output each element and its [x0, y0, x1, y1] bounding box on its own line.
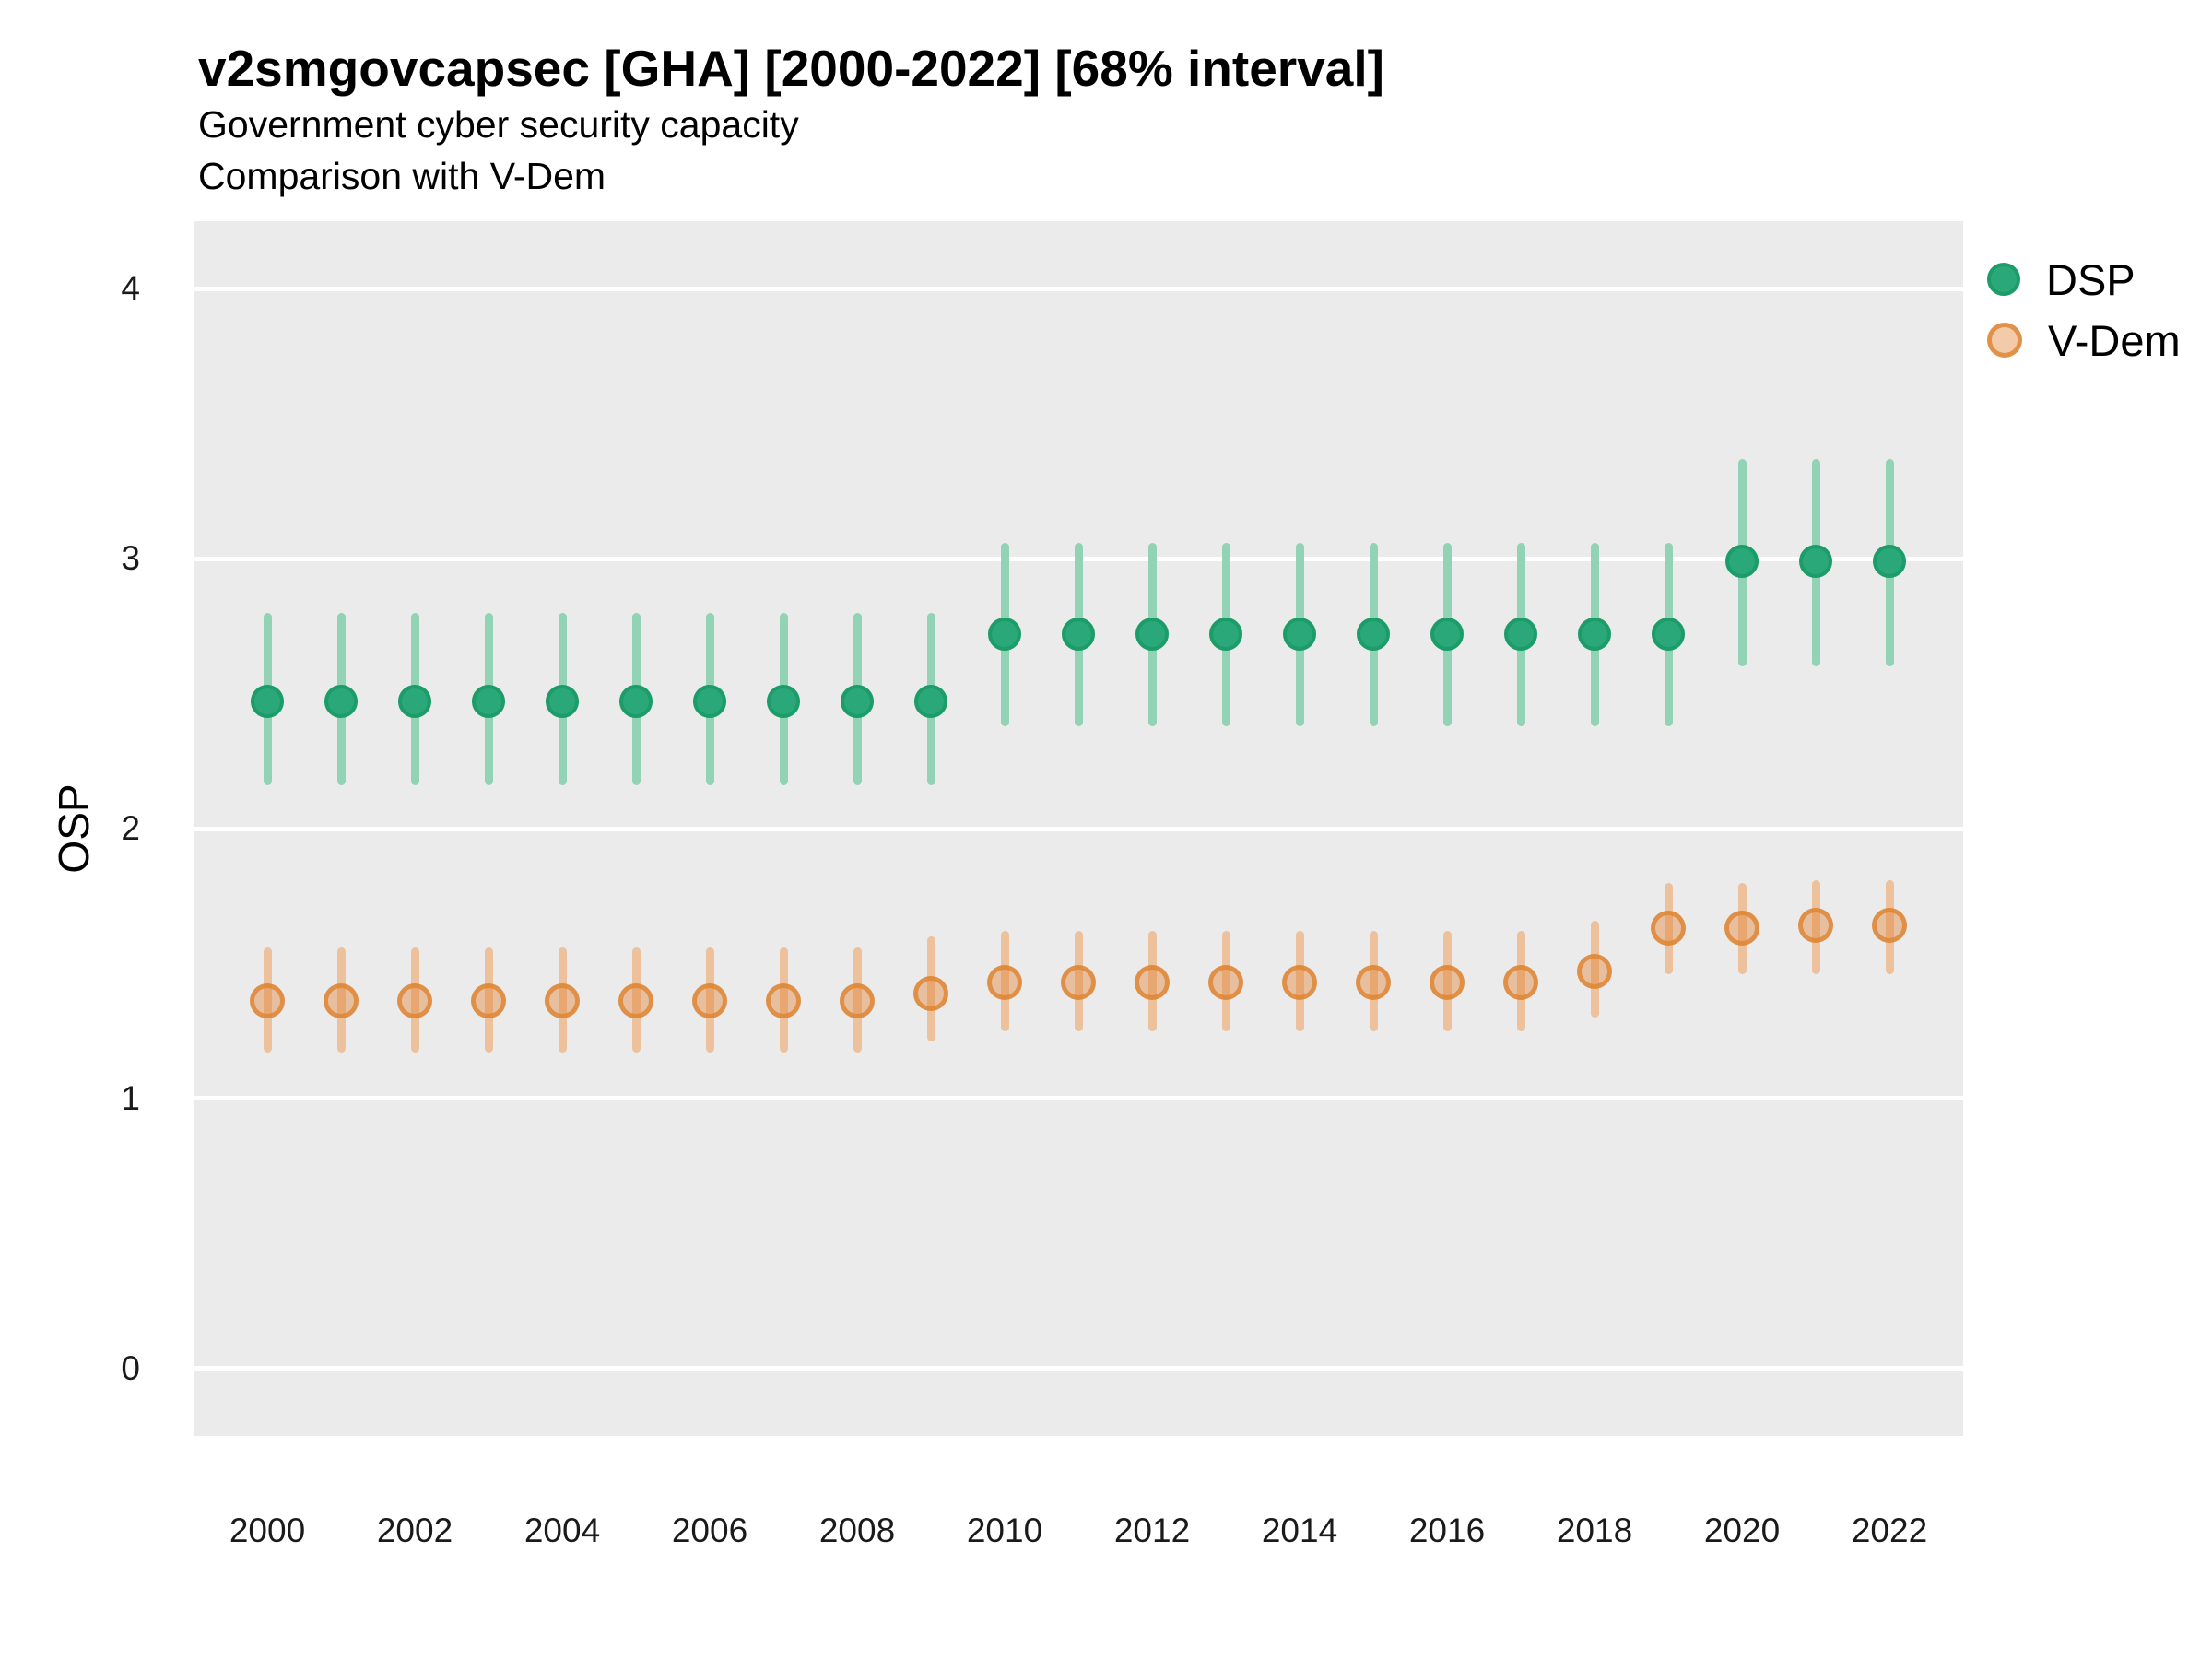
x-tick-label-2018: 2018: [1556, 1512, 1633, 1549]
vdem-point-2011: [1061, 964, 1096, 1000]
dsp-point-2013: [1209, 618, 1242, 652]
chart-title: v2smgovcapsec [GHA] [2000-2022] [68% int…: [198, 40, 1384, 97]
vdem-point-2021: [1798, 908, 1833, 944]
vdem-point-2012: [1135, 964, 1170, 1000]
y-tick-label-1: 1: [121, 1078, 140, 1117]
plot-panel: [194, 221, 1963, 1436]
x-tick-label-2000: 2000: [229, 1512, 306, 1549]
dsp-point-2020: [1725, 545, 1759, 579]
x-tick-label-2012: 2012: [1113, 1512, 1191, 1549]
vdem-point-2013: [1208, 964, 1243, 1000]
dsp-point-2005: [619, 685, 653, 719]
vdem-point-2005: [618, 983, 653, 1019]
vdem-point-2019: [1651, 911, 1686, 947]
gridline-y-4: [194, 286, 1963, 291]
dsp-point-2014: [1283, 618, 1316, 652]
vdem-point-2000: [250, 983, 285, 1019]
x-tick-label-2002: 2002: [376, 1512, 453, 1549]
dsp-legend-marker-icon: [1987, 263, 2020, 296]
vdem-point-2007: [766, 983, 801, 1019]
y-tick-label-0: 0: [121, 1348, 140, 1387]
dsp-point-2022: [1873, 545, 1906, 579]
x-tick-label-2016: 2016: [1408, 1512, 1486, 1549]
dsp-point-2004: [546, 685, 579, 719]
dsp-point-2021: [1799, 545, 1832, 579]
gridline-y-2: [194, 826, 1963, 831]
chart-subtitle: Government cyber security capacity: [198, 103, 799, 146]
dsp-point-2007: [767, 685, 800, 719]
x-tick-label-2010: 2010: [966, 1512, 1043, 1549]
dsp-point-2006: [693, 685, 726, 719]
x-tick-label-2006: 2006: [671, 1512, 748, 1549]
dsp-point-2008: [841, 685, 874, 719]
dsp-point-2001: [324, 685, 358, 719]
y-tick-label-2: 2: [121, 809, 140, 847]
legend-label-vdem: V-Dem: [2048, 315, 2181, 365]
dsp-point-2012: [1135, 618, 1169, 652]
legend: DSP V-Dem: [1987, 249, 2181, 371]
dsp-point-2016: [1430, 618, 1464, 652]
dsp-point-2010: [988, 618, 1021, 652]
vdem-point-2016: [1430, 964, 1465, 1000]
dsp-point-2017: [1504, 618, 1537, 652]
x-tick-label-2020: 2020: [1703, 1512, 1781, 1549]
vdem-point-2020: [1724, 911, 1759, 947]
vdem-point-2001: [324, 983, 359, 1019]
vdem-point-2014: [1282, 964, 1317, 1000]
legend-item-vdem: V-Dem: [1987, 310, 2181, 371]
dsp-point-2015: [1357, 618, 1390, 652]
vdem-point-2002: [397, 983, 432, 1019]
y-tick-label-3: 3: [121, 539, 140, 578]
legend-item-dsp: DSP: [1987, 249, 2181, 310]
legend-label-dsp: DSP: [2046, 254, 2136, 304]
vdem-legend-marker-icon: [1987, 323, 2022, 358]
vdem-point-2015: [1356, 964, 1391, 1000]
dsp-point-2000: [251, 685, 284, 719]
dsp-point-2002: [398, 685, 431, 719]
x-tick-label-2022: 2022: [1851, 1512, 1928, 1549]
y-tick-label-4: 4: [121, 269, 140, 308]
vdem-point-2010: [987, 964, 1022, 1000]
chart-subtitle-2: Comparison with V-Dem: [198, 155, 606, 197]
x-tick-label-2004: 2004: [524, 1512, 601, 1549]
vdem-point-2006: [692, 983, 727, 1019]
vdem-point-2003: [471, 983, 506, 1019]
dsp-point-2003: [472, 685, 505, 719]
gridline-y-1: [194, 1096, 1963, 1101]
vdem-point-2017: [1503, 964, 1538, 1000]
dsp-point-2018: [1578, 618, 1611, 652]
vdem-point-2022: [1872, 908, 1907, 944]
vdem-point-2018: [1577, 954, 1612, 990]
gridline-y-0: [194, 1366, 1963, 1371]
x-tick-label-2014: 2014: [1261, 1512, 1338, 1549]
x-tick-label-2008: 2008: [818, 1512, 896, 1549]
vdem-point-2009: [913, 975, 948, 1011]
vdem-point-2004: [545, 983, 580, 1019]
dsp-point-2019: [1652, 618, 1685, 652]
dsp-point-2009: [914, 685, 947, 719]
vdem-point-2008: [840, 983, 875, 1019]
dsp-point-2011: [1062, 618, 1095, 652]
